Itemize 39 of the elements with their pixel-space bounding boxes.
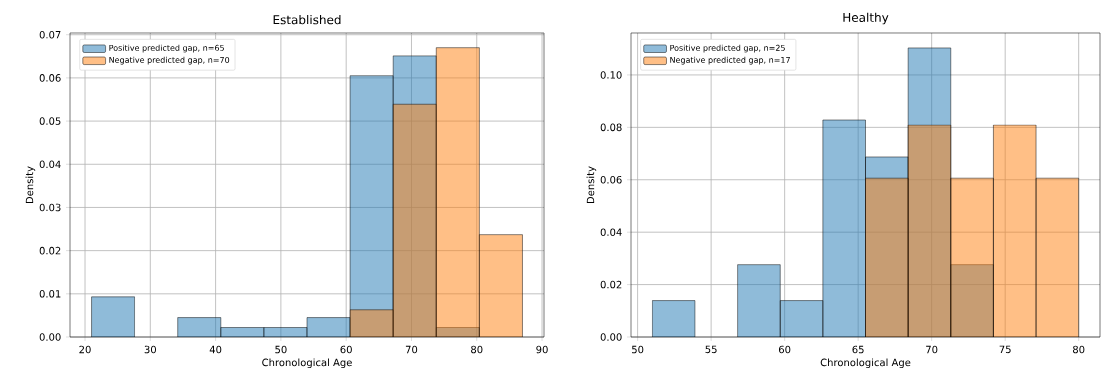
x-tick-label: 70 [405, 345, 418, 354]
x-tick-label: 20 [79, 345, 91, 354]
legend-label: Positive predicted gap, n=25 [670, 44, 785, 53]
y-axis-title: Density [25, 166, 36, 204]
x-tick-label: 40 [209, 345, 222, 354]
legend-label: Negative predicted gap, n=17 [670, 56, 790, 65]
x-tick-label: 80 [1072, 345, 1085, 354]
x-tick-label: 60 [340, 345, 352, 354]
chart-title: Healthy [843, 12, 889, 25]
y-tick-label: 0.06 [39, 74, 61, 82]
x-axis-title: Chronological Age [820, 358, 911, 369]
x-tick-label: 30 [144, 345, 156, 354]
x-tick-label: 50 [632, 345, 644, 354]
x-tick-label: 60 [778, 345, 791, 354]
y-tick-label: 0.02 [39, 246, 61, 255]
x-tick-label: 65 [852, 345, 864, 354]
y-tick-label: 0.10 [600, 71, 622, 79]
y-tick-label: 0.07 [39, 30, 61, 39]
x-tick-label: 90 [536, 345, 548, 354]
y-tick-label: 0.00 [39, 333, 61, 341]
y-tick-label: 0.06 [600, 175, 622, 184]
legend-label: Negative predicted gap, n=70 [109, 56, 230, 65]
y-tick-label: 0.02 [600, 280, 622, 289]
chart-title: Established [273, 15, 341, 25]
legend-label: Positive predicted gap, n=65 [109, 44, 224, 53]
y-tick-label: 0.04 [600, 228, 622, 236]
x-tick-label: 70 [926, 345, 938, 354]
x-axis-title: Chronological Age [262, 358, 352, 369]
y-tick-label: 0.00 [600, 333, 622, 341]
x-tick-label: 75 [999, 345, 1011, 354]
x-tick-label: 80 [471, 345, 483, 354]
y-axis-title: Density [586, 166, 597, 204]
y-tick-label: 0.04 [39, 160, 61, 169]
y-tick-label: 0.01 [39, 290, 61, 298]
y-tick-label: 0.05 [39, 117, 61, 125]
x-tick-label: 50 [275, 345, 287, 354]
x-tick-label: 55 [705, 345, 717, 354]
y-tick-label: 0.03 [39, 203, 61, 212]
y-tick-label: 0.08 [600, 123, 622, 132]
